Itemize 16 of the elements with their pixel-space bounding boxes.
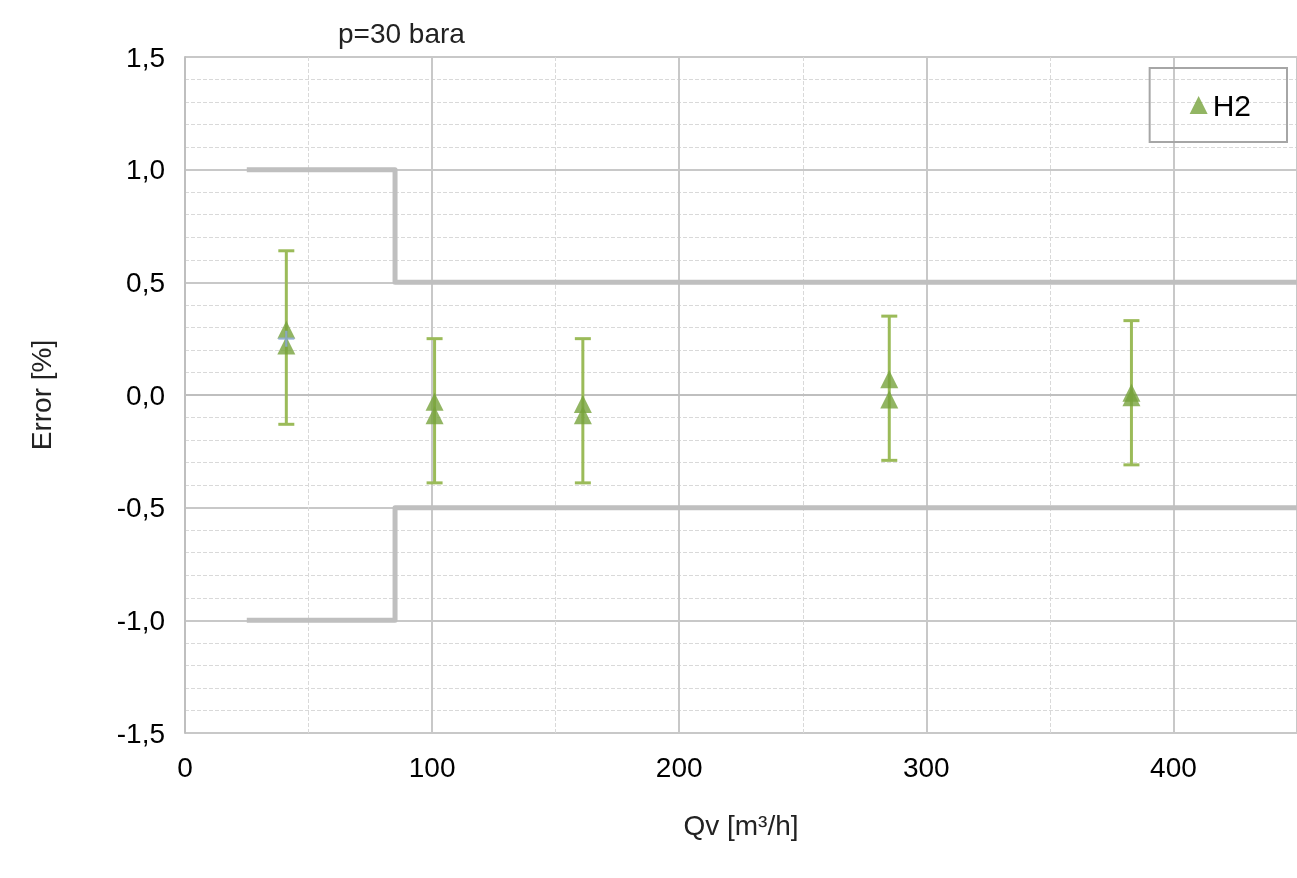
x-tick-label: 0 bbox=[177, 751, 193, 783]
y-tick-label: 0,5 bbox=[126, 266, 165, 298]
y-tick-label: 0,0 bbox=[126, 379, 165, 411]
x-axis-title: Qv [m³/h] bbox=[683, 809, 799, 841]
y-tick-label: -1,0 bbox=[116, 604, 165, 636]
x-tick-label: 100 bbox=[408, 751, 456, 783]
x-tick-label: 200 bbox=[655, 751, 703, 783]
y-axis-title: Error [%] bbox=[25, 339, 57, 451]
x-tick-label: 400 bbox=[1150, 751, 1197, 783]
x-tick-label: 300 bbox=[902, 751, 950, 783]
y-tick-label: -0,5 bbox=[116, 492, 165, 524]
legend-label: H2 bbox=[1212, 88, 1252, 122]
y-tick-label: -1,5 bbox=[116, 717, 165, 749]
y-tick-label: 1,0 bbox=[126, 154, 165, 186]
chart-title: p=30 bara bbox=[338, 17, 466, 49]
y-tick-label: 1,5 bbox=[126, 41, 165, 73]
